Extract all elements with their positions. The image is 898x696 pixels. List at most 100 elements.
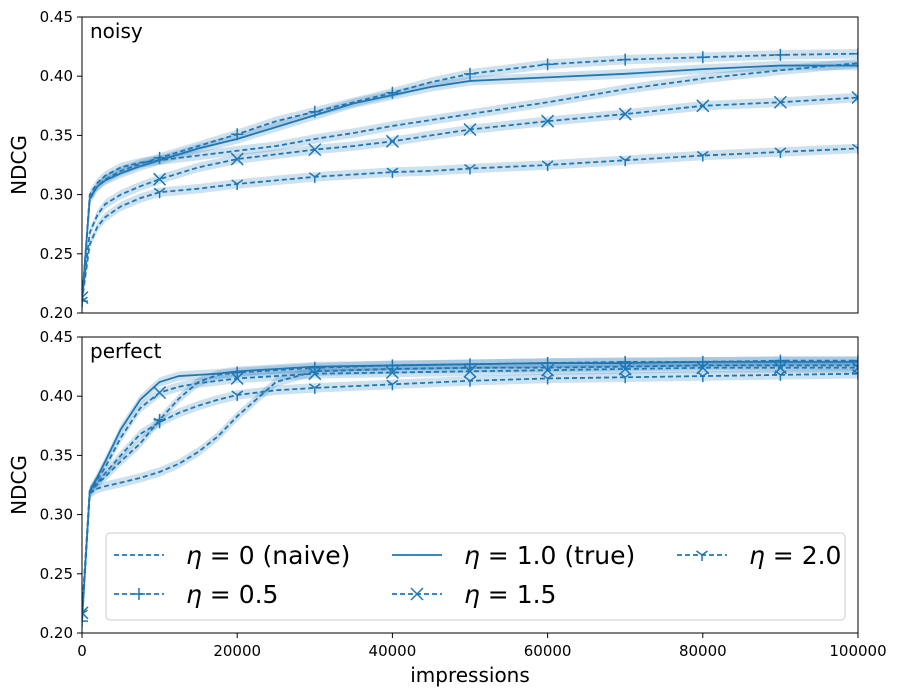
x-tick-label: 80000	[679, 642, 727, 660]
y-tick-label: 0.30	[40, 186, 73, 204]
plot-area	[82, 47, 858, 308]
series-4	[82, 368, 858, 621]
legend-marker	[410, 587, 424, 601]
panel-label: noisy	[90, 19, 143, 43]
series-line	[82, 96, 858, 298]
series-marker	[463, 122, 477, 137]
series-0	[82, 58, 858, 306]
series-marker	[82, 291, 89, 305]
legend-label: η = 1.0 (true)	[464, 541, 635, 570]
series-line	[82, 62, 858, 302]
series-1	[82, 47, 858, 308]
series-0	[82, 360, 858, 626]
legend-entry: η = 2.0	[677, 541, 841, 570]
series-band	[82, 143, 858, 306]
series-marker	[386, 86, 399, 99]
series-marker	[696, 51, 709, 64]
y-tick-label: 0.20	[40, 304, 73, 322]
x-tick-label: 100000	[829, 642, 886, 660]
series-marker	[82, 296, 88, 308]
series-marker	[619, 155, 632, 167]
series-line	[82, 360, 858, 622]
y-tick-label: 0.25	[40, 565, 73, 583]
y-tick-label: 0.20	[40, 624, 73, 642]
series-line	[82, 366, 858, 613]
series-marker	[230, 371, 244, 385]
series-marker	[308, 367, 322, 381]
y-tick-label: 0.25	[40, 245, 73, 263]
series-marker	[231, 179, 244, 190]
series-band	[82, 363, 858, 618]
series-marker	[153, 417, 166, 429]
series-marker	[851, 361, 858, 375]
series-marker	[696, 361, 710, 375]
series-marker	[386, 167, 399, 179]
series-marker	[82, 615, 88, 628]
series-marker	[541, 160, 554, 171]
legend-label: η = 0.5	[186, 580, 278, 609]
legend-entry: η = 0 (naive)	[114, 541, 350, 570]
series-3	[82, 90, 858, 305]
x-tick-label: 0	[77, 642, 87, 660]
series-line	[82, 359, 858, 622]
series-3	[82, 361, 858, 620]
series-line	[82, 372, 858, 615]
series-marker	[308, 361, 321, 374]
y-tick-label: 0.40	[40, 387, 73, 405]
series-marker	[696, 99, 710, 113]
series-marker	[463, 364, 477, 378]
series-marker	[619, 53, 632, 66]
series-marker	[153, 172, 167, 186]
axes-frame	[81, 16, 859, 314]
series-band	[82, 48, 858, 306]
y-tick-label: 0.45	[40, 328, 73, 346]
legend-marker	[133, 588, 145, 600]
series-marker	[774, 354, 787, 367]
legend-box	[105, 532, 846, 621]
panel-perfect: 0.20 0.25 0.30 0.35 0.40 0.45 0 20000 40000 60000…	[7, 328, 887, 687]
series-marker	[153, 386, 167, 400]
series-marker	[774, 370, 787, 381]
x-tick-label: 40000	[369, 642, 417, 660]
series-marker	[852, 354, 858, 367]
series-band	[82, 357, 858, 626]
axes-frame	[81, 336, 859, 634]
series-2	[82, 60, 858, 306]
series-marker	[308, 143, 322, 157]
series-line	[82, 364, 858, 622]
series-line	[82, 147, 858, 302]
legend-marker	[696, 550, 708, 561]
legend-label: η = 0 (naive)	[186, 541, 350, 570]
series-marker	[308, 383, 321, 394]
series-marker	[851, 90, 858, 105]
series-line	[82, 64, 858, 302]
series-marker	[619, 372, 632, 384]
series-marker	[308, 172, 321, 183]
series-line	[82, 52, 858, 302]
y-tick-label: 0.35	[40, 126, 73, 144]
series-marker	[696, 150, 709, 162]
series-marker	[696, 371, 709, 383]
series-marker	[541, 373, 554, 385]
legend-label: η = 1.5	[464, 580, 556, 609]
plot-area	[82, 354, 858, 628]
series-band	[82, 92, 858, 303]
x-tick-label: 20000	[213, 642, 261, 660]
series-marker	[852, 47, 858, 60]
legend: η = 0 (naive) η = 1.0 (true) η = 2.0 η = 0.…	[105, 532, 846, 621]
legend-entry: η = 1.0 (true)	[392, 541, 635, 570]
series-marker	[231, 390, 244, 402]
legend-entry: η = 0.5	[114, 580, 278, 609]
series-band	[82, 58, 858, 306]
series-marker	[464, 376, 476, 387]
series-marker	[541, 58, 554, 71]
series-2	[82, 357, 858, 626]
series-marker	[774, 147, 787, 158]
series-marker	[618, 107, 632, 121]
series-marker	[541, 114, 555, 128]
y-tick-label: 0.30	[40, 506, 73, 524]
y-tick-label: 0.40	[40, 67, 73, 85]
series-marker	[230, 152, 244, 166]
series-marker	[464, 67, 476, 80]
